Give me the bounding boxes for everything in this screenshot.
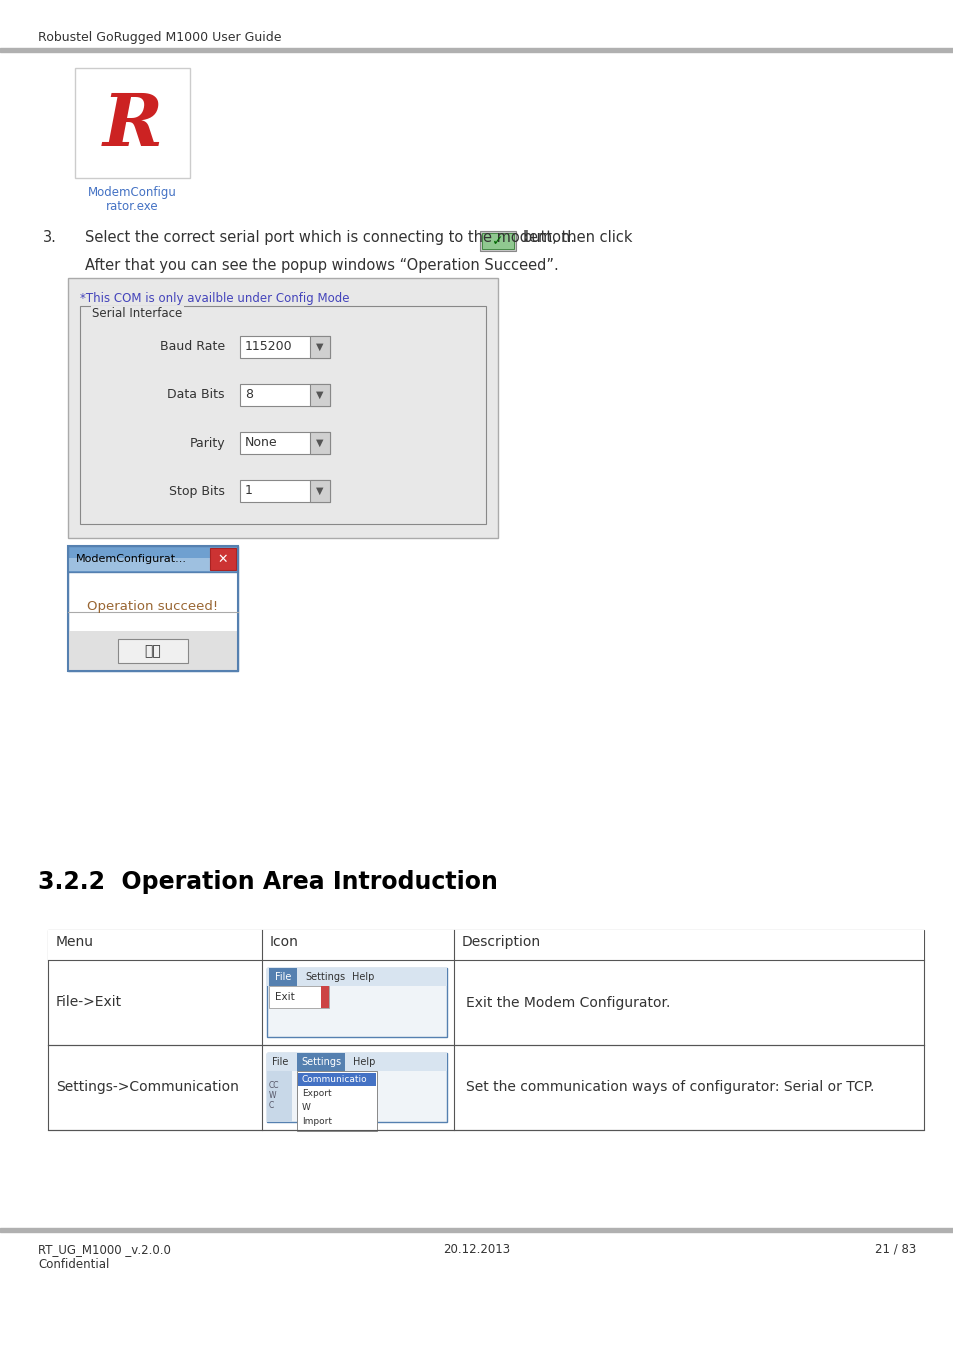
Text: Data Bits: Data Bits [168,389,225,401]
Bar [296,1053,345,1071]
Text: 115200: 115200 [245,340,293,354]
Text: W: W [302,1103,311,1112]
Bar [296,1071,376,1131]
Text: After that you can see the popup windows “Operation Succeed”.: After that you can see the popup windows… [85,258,558,273]
Text: File->Exit: File->Exit [56,995,122,1010]
Text: Settings->Communication: Settings->Communication [56,1080,238,1095]
Text: Settings: Settings [300,1057,341,1066]
Text: ▼: ▼ [315,342,323,352]
Text: Export: Export [302,1089,332,1099]
Bar [267,968,447,986]
Text: Menu: Menu [56,936,94,949]
Text: 21 / 83: 21 / 83 [874,1243,915,1256]
Bar [68,278,497,539]
Bar [310,432,330,454]
Text: ModemConfigurat...: ModemConfigurat... [76,554,187,564]
Text: Stop Bits: Stop Bits [169,485,225,498]
Text: Description: Description [461,936,540,949]
Bar [48,930,923,1130]
Text: Select the correct serial port which is connecting to the modem, then click: Select the correct serial port which is … [85,230,632,244]
Text: Communicatio: Communicatio [302,1076,367,1084]
Bar [240,481,330,502]
Text: None: None [245,436,277,450]
Bar [75,68,190,178]
Bar [310,336,330,358]
Bar [210,548,235,570]
Bar [267,968,447,1037]
Text: Settings: Settings [305,972,345,981]
Bar [310,481,330,502]
Text: ▼: ▼ [315,437,323,448]
Bar [68,545,237,572]
Text: W: W [269,1091,276,1100]
Bar [48,930,923,960]
Bar [118,639,188,663]
Text: Set the communication ways of configurator: Serial or TCP.: Set the communication ways of configurat… [465,1080,874,1095]
Bar [69,558,236,571]
Text: Baud Rate: Baud Rate [160,340,225,354]
Text: C: C [269,1102,274,1110]
Text: Operation succeed!: Operation succeed! [88,599,218,613]
Bar [310,383,330,406]
Text: ModemConfigu: ModemConfigu [88,186,176,198]
Text: Help: Help [352,972,374,981]
Bar [240,383,330,406]
Bar [68,630,237,671]
Text: Serial Interface: Serial Interface [91,306,182,320]
Bar [0,1228,953,1233]
Bar [320,986,329,1008]
Text: File: File [272,1057,288,1066]
Text: 3.2.2  Operation Area Introduction: 3.2.2 Operation Area Introduction [38,869,497,894]
Text: Exit: Exit [274,992,294,1002]
Text: Confidential: Confidential [38,1258,110,1270]
Bar [0,49,953,53]
Bar [479,231,516,251]
Bar [68,572,237,671]
Text: Import: Import [302,1118,332,1126]
Text: 20.12.2013: 20.12.2013 [443,1243,510,1256]
Text: *This COM is only availble under Config Mode: *This COM is only availble under Config … [80,292,349,305]
Text: ▼: ▼ [315,486,323,495]
Text: Exit the Modem Configurator.: Exit the Modem Configurator. [465,995,670,1010]
Bar [269,986,329,1008]
Bar [481,234,514,248]
Bar [267,1053,447,1071]
Bar [80,306,485,524]
Text: Help: Help [353,1057,375,1066]
Bar [240,336,330,358]
Text: ✓: ✓ [492,234,503,248]
Bar [240,432,330,454]
Text: 8: 8 [245,389,253,401]
Text: ✕: ✕ [217,552,228,566]
Text: ▼: ▼ [315,390,323,400]
Text: 1: 1 [245,485,253,498]
Text: rator.exe: rator.exe [106,200,158,213]
Text: CC: CC [269,1081,279,1089]
Text: Icon: Icon [270,936,298,949]
Bar [267,1053,447,1122]
Bar [297,1073,375,1085]
Bar [68,545,237,671]
Text: 确定: 确定 [145,644,161,657]
Text: Robustel GoRugged M1000 User Guide: Robustel GoRugged M1000 User Guide [38,31,281,45]
Text: Parity: Parity [190,436,225,450]
Text: File: File [274,972,291,981]
Text: R: R [102,90,162,162]
Text: 3.: 3. [43,230,57,244]
Bar [269,968,296,986]
Bar [267,1071,292,1122]
Text: button.: button. [522,230,576,244]
Text: RT_UG_M1000 _v.2.0.0: RT_UG_M1000 _v.2.0.0 [38,1243,171,1256]
